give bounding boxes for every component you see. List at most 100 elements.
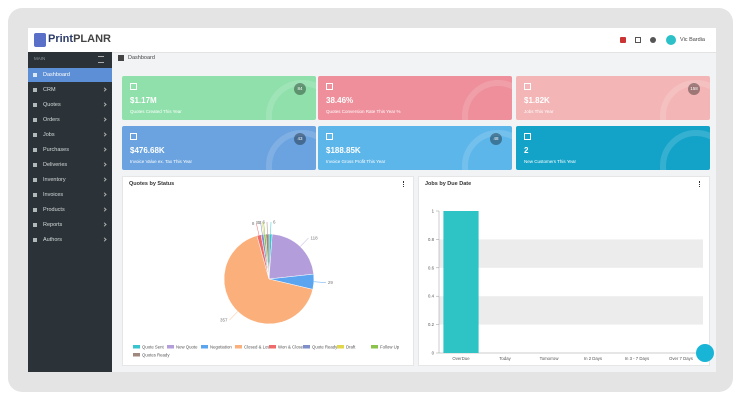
card-value: $1.17M	[130, 96, 157, 105]
slice-label: 357	[220, 318, 228, 323]
brand-suffix: PLANR	[73, 33, 111, 45]
menu-icon	[33, 193, 37, 197]
card-label: Jobs This Year	[524, 109, 554, 114]
avatar[interactable]	[666, 35, 676, 45]
chevron	[102, 117, 107, 122]
home-icon	[118, 55, 124, 61]
legend-swatch	[235, 345, 242, 349]
card-ring	[266, 80, 316, 120]
leader-line	[256, 223, 260, 236]
legend-label: Negotiation	[210, 344, 232, 349]
card-badge: 84	[294, 83, 306, 95]
card-icon	[524, 133, 531, 140]
legend-label: Draft	[346, 344, 356, 349]
menu-toggle[interactable]	[98, 56, 104, 63]
slice-label: 6	[262, 220, 265, 225]
legend-swatch	[133, 353, 140, 357]
leader-line	[262, 222, 264, 235]
stat-card: $1.17M Quotes Created This Year 84	[122, 76, 316, 120]
legend-swatch	[269, 345, 276, 349]
leader-line	[229, 311, 238, 321]
menu-item[interactable]: Jobs	[28, 128, 112, 142]
slice-label: 118	[311, 235, 319, 240]
legend-swatch	[303, 345, 310, 349]
card-label: Invoice Value ex. Tax This Year	[130, 159, 193, 164]
legend-swatch	[201, 345, 208, 349]
menu-icon	[33, 208, 37, 212]
card-icon	[524, 83, 531, 90]
menu-item[interactable]: CRM	[28, 83, 112, 97]
menu-item[interactable]: Authors	[28, 233, 112, 247]
y-tick-label: 1	[432, 209, 435, 214]
menu-item[interactable]: Purchases	[28, 143, 112, 157]
y-tick-label: 0.2	[428, 322, 435, 327]
menu-item[interactable]: Deliveries	[28, 158, 112, 172]
pie-slice	[265, 233, 270, 280]
menu-item[interactable]: Products	[28, 203, 112, 217]
chevron	[102, 207, 107, 212]
sidebar: MAIN Dashboard CRM Quotes Orders Jobs Purchas…	[28, 52, 112, 372]
notification-icon[interactable]	[620, 37, 626, 43]
logo-icon	[34, 33, 46, 47]
menu-icon	[33, 163, 37, 167]
leader-line	[300, 237, 309, 247]
menu-label: Reports	[43, 222, 63, 228]
menu-label: Authors	[43, 237, 62, 243]
legend-label: Quote Ready	[312, 344, 338, 349]
card-icon	[130, 133, 137, 140]
menu-label: Quotes	[43, 102, 61, 108]
pie-slice	[223, 235, 314, 325]
menu-icon	[33, 238, 37, 242]
slice-label: 8	[252, 221, 255, 226]
chevron	[102, 222, 107, 227]
menu-icon	[33, 133, 37, 137]
grid-band	[439, 239, 703, 268]
brand-prefix: Print	[48, 33, 74, 45]
card-icon	[326, 133, 333, 140]
help-button[interactable]	[696, 344, 714, 362]
menu-icon	[33, 223, 37, 227]
menu-icon	[33, 148, 37, 152]
chevron	[102, 102, 107, 107]
stat-card: $188.85K Invoice Gross Profit This Year 48	[318, 126, 512, 170]
card-icon	[326, 83, 333, 90]
menu-item[interactable]: Quotes	[28, 98, 112, 112]
jobs-panel: Jobs by Due Date 0 0.2 0.4 0.6 0.8 1 OverDue To…	[418, 176, 710, 366]
chevron	[102, 147, 107, 152]
chevron	[102, 177, 107, 182]
menu-item[interactable]: Inventory	[28, 173, 112, 187]
fullscreen-icon[interactable]	[635, 37, 641, 43]
slice-label: 5	[256, 220, 259, 225]
menu-item[interactable]: Orders	[28, 113, 112, 127]
menu-label: Orders	[43, 117, 60, 123]
card-badge: 43	[294, 133, 306, 145]
card-ring	[266, 130, 316, 170]
leader-line	[260, 222, 263, 235]
settings-icon[interactable]	[650, 37, 656, 43]
legend-label: Quotes Ready	[142, 352, 170, 357]
breadcrumb[interactable]: Dashboard	[128, 55, 155, 61]
topbar: PrintPLANR Vic Bardia	[28, 28, 716, 53]
user-name[interactable]: Vic Bardia	[680, 37, 705, 43]
card-label: Invoice Gross Profit This Year	[326, 159, 386, 164]
x-tick-label: Over 7 Days	[669, 356, 693, 361]
menu-label: Dashboard	[43, 72, 70, 78]
card-value: 2	[524, 146, 529, 155]
quotes-panel: Quotes by Status 6 118 29 357 8 5 0 4 6 Quote Sen…	[122, 176, 414, 366]
legend-label: Closed & Lost	[244, 344, 272, 349]
panel-menu	[699, 181, 701, 187]
legend-label: Won & Closed	[278, 344, 306, 349]
menu-item[interactable]: Reports	[28, 218, 112, 232]
menu-item[interactable]: Invoices	[28, 188, 112, 202]
screen: PrintPLANR Vic Bardia MAIN Dashboard CRM Q…	[28, 28, 716, 372]
slice-label: 0	[258, 220, 261, 225]
legend-swatch	[371, 345, 378, 349]
chevron	[102, 132, 107, 137]
card-value: $188.85K	[326, 146, 361, 155]
grid-band	[439, 296, 703, 325]
chevron	[102, 87, 107, 92]
menu-item[interactable]: Dashboard	[28, 68, 112, 82]
sidebar-section: MAIN	[34, 56, 46, 61]
legend-swatch	[167, 345, 174, 349]
